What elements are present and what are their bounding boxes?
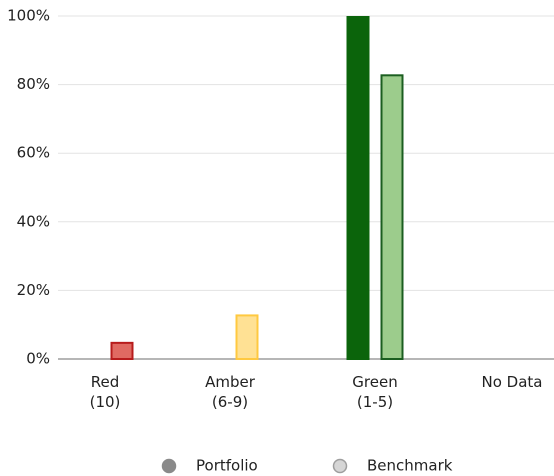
x-tick-label: No Data	[481, 373, 543, 391]
x-tick-label: Green (1-5)	[352, 373, 398, 411]
y-tick-label: 0%	[26, 350, 50, 368]
legend-marker	[332, 458, 348, 474]
legend-marker	[161, 458, 177, 474]
legend-label: Portfolio	[196, 457, 258, 475]
bar	[346, 16, 370, 360]
y-tick-label: 40%	[17, 212, 50, 230]
x-tick-label: Red (10)	[89, 373, 121, 411]
bar	[235, 314, 259, 361]
y-tick-label: 20%	[17, 281, 50, 299]
x-tick-label: Amber (6-9)	[205, 373, 255, 411]
y-tick-label: 80%	[17, 75, 50, 93]
bar	[110, 341, 134, 361]
y-tick-label: 60%	[17, 144, 50, 162]
bar	[380, 74, 404, 360]
legend-label: Benchmark	[367, 457, 453, 475]
y-tick-label: 100%	[7, 7, 50, 25]
